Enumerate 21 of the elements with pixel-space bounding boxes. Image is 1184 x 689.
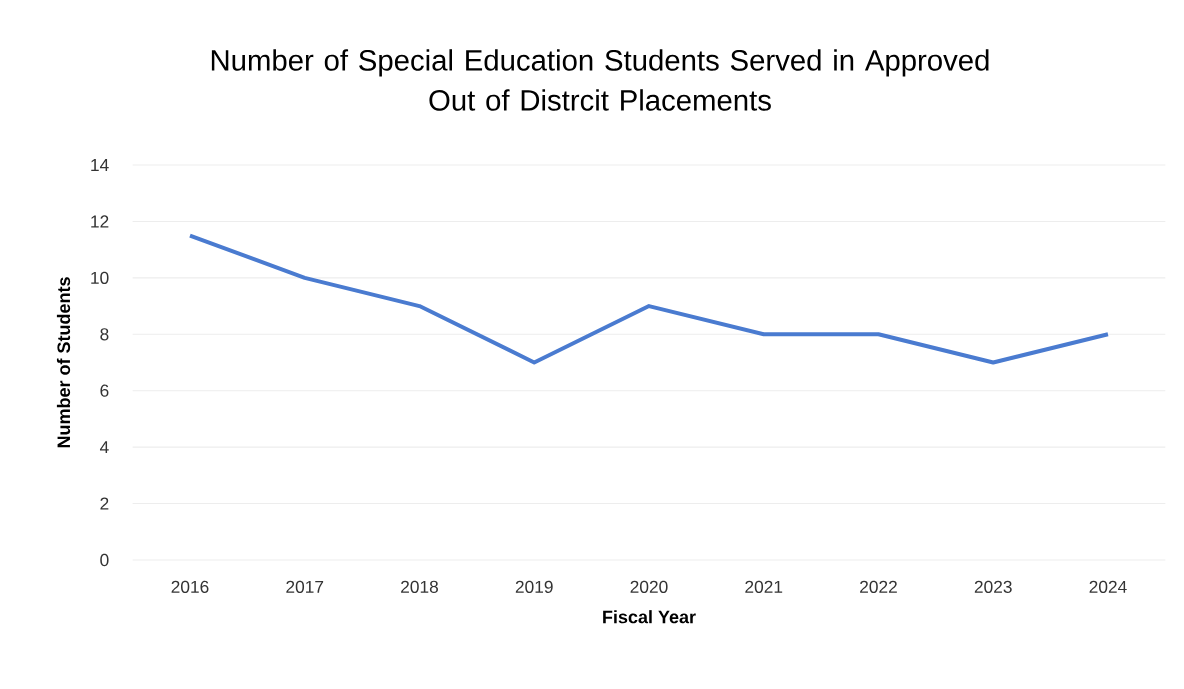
y-tick-label: 14 <box>91 159 109 171</box>
y-tick-label: 4 <box>99 441 109 454</box>
x-tick-label: 2023 <box>974 580 1012 593</box>
y-tick-label: 12 <box>91 215 109 228</box>
x-tick-label: 2020 <box>630 580 668 593</box>
line-series <box>187 233 1110 365</box>
y-tick-label: 0 <box>100 553 109 567</box>
y-tick-label: 6 <box>100 384 109 397</box>
y-tick-label: 8 <box>100 328 109 341</box>
x-tick-label: 2019 <box>515 580 553 593</box>
x-tick-label: 2024 <box>1089 580 1127 593</box>
chart-title: Number of Special Education Students Served in Approved Out of Distrcit Placements <box>211 49 989 111</box>
x-tick-label: 2021 <box>745 580 783 593</box>
x-tick-label: 2018 <box>401 580 438 593</box>
x-tick-label: 2017 <box>286 580 324 593</box>
y-axis-title: Number of Students <box>56 277 71 448</box>
y-tick-label: 2 <box>100 497 109 510</box>
x-axis-title: Fiscal Year <box>603 610 696 624</box>
x-tick-label: 2022 <box>860 580 897 593</box>
y-tick-label: 10 <box>91 271 109 284</box>
x-tick-label: 2016 <box>171 580 209 593</box>
